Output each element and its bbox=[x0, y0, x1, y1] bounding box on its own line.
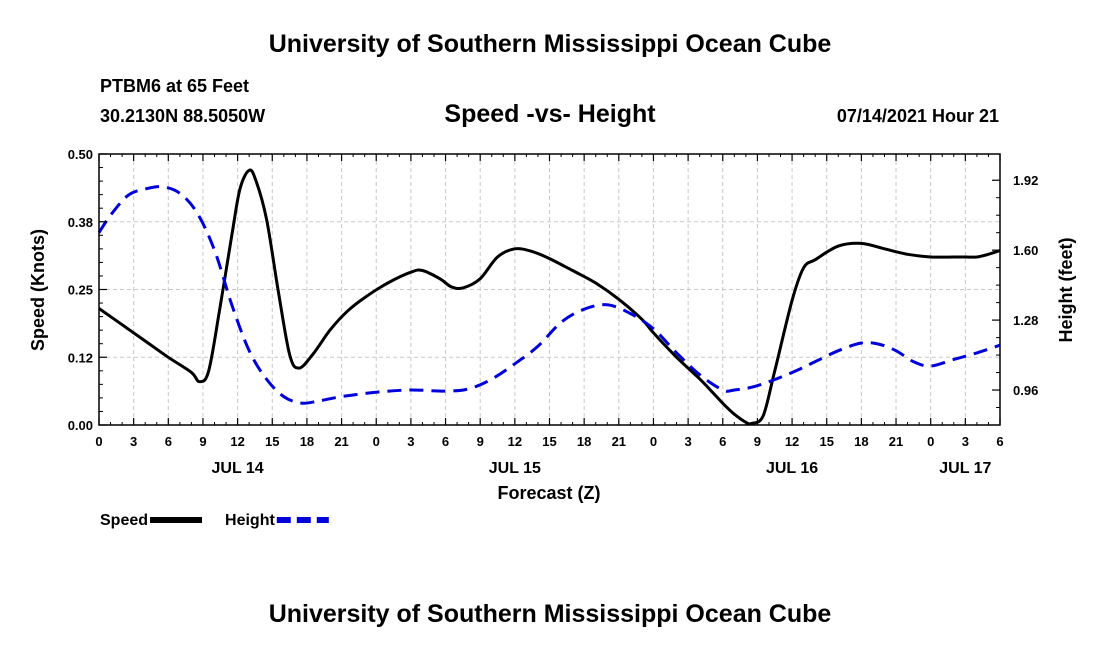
x-tick-label: 0 bbox=[650, 434, 657, 449]
x-tick-label: 15 bbox=[819, 434, 833, 449]
series-line-height bbox=[97, 185, 1001, 405]
chart-footer-title: University of Southern Mississippi Ocean… bbox=[268, 600, 832, 628]
axis-ticks: 0 3 6 9 12 15 18 21 0 3 6 9 12 15 18 21 0 3 6 9 12 15 18 21 0 3 6J… bbox=[68, 147, 1039, 477]
x-tick-label: 15 bbox=[265, 434, 279, 449]
x-tick-label: 6 bbox=[165, 434, 172, 449]
coordinates-label: 30.2130N 88.5050W bbox=[100, 106, 266, 126]
date-label: JUL 17 bbox=[939, 460, 991, 477]
date-label: JUL 15 bbox=[489, 460, 541, 477]
x-tick-label: 3 bbox=[962, 434, 969, 449]
x-tick-label: 0 bbox=[927, 434, 934, 449]
date-label: JUL 14 bbox=[212, 460, 264, 477]
series-lines bbox=[97, 168, 1001, 426]
grid-lines bbox=[99, 154, 1000, 425]
x-tick-label: 9 bbox=[199, 434, 206, 449]
y-left-tick-label: 0.12 bbox=[68, 350, 93, 365]
y-left-tick-label: 0.00 bbox=[68, 418, 93, 433]
x-tick-label: 0 bbox=[95, 434, 102, 449]
y-right-tick-label: 1.28 bbox=[1013, 313, 1038, 328]
station-label: PTBM6 at 65 Feet bbox=[100, 76, 250, 96]
series-line-speed bbox=[98, 168, 1001, 426]
y-right-tick-label: 1.60 bbox=[1013, 243, 1038, 258]
y-left-tick-label: 0.38 bbox=[68, 215, 93, 230]
y-axis-right-title: Height (feet) bbox=[1056, 238, 1076, 343]
chart-title: Speed -vs- Height bbox=[444, 100, 656, 128]
x-tick-label: 6 bbox=[719, 434, 726, 449]
x-tick-label: 15 bbox=[542, 434, 556, 449]
chart-header-title: University of Southern Mississippi Ocean… bbox=[268, 30, 832, 58]
y-left-tick-label: 0.50 bbox=[68, 147, 93, 162]
x-tick-label: 3 bbox=[684, 434, 691, 449]
y-left-tick-label: 0.25 bbox=[68, 283, 93, 298]
x-tick-label: 18 bbox=[300, 434, 314, 449]
x-tick-label: 6 bbox=[996, 434, 1003, 449]
x-tick-label: 18 bbox=[854, 434, 868, 449]
x-tick-label: 12 bbox=[785, 434, 799, 449]
x-tick-label: 3 bbox=[130, 434, 137, 449]
x-tick-label: 21 bbox=[889, 434, 903, 449]
forecast-datetime: 07/14/2021 Hour 21 bbox=[836, 106, 999, 126]
x-tick-label: 21 bbox=[334, 434, 348, 449]
y-right-tick-label: 1.92 bbox=[1013, 173, 1038, 188]
date-label: JUL 16 bbox=[766, 460, 818, 477]
x-tick-label: 9 bbox=[754, 434, 761, 449]
legend: Speed Height bbox=[100, 512, 329, 529]
x-tick-label: 3 bbox=[407, 434, 414, 449]
legend-label-speed: Speed bbox=[100, 512, 148, 529]
y-right-tick-label: 0.96 bbox=[1013, 383, 1038, 398]
y-axis-left-title: Speed (Knots) bbox=[28, 229, 48, 351]
x-tick-label: 9 bbox=[477, 434, 484, 449]
x-axis-title: Forecast (Z) bbox=[497, 483, 600, 503]
x-tick-label: 21 bbox=[612, 434, 626, 449]
x-tick-label: 12 bbox=[230, 434, 244, 449]
x-tick-label: 18 bbox=[577, 434, 591, 449]
x-tick-label: 12 bbox=[508, 434, 522, 449]
x-tick-label: 6 bbox=[442, 434, 449, 449]
legend-label-height: Height bbox=[225, 512, 275, 529]
x-tick-label: 0 bbox=[373, 434, 380, 449]
